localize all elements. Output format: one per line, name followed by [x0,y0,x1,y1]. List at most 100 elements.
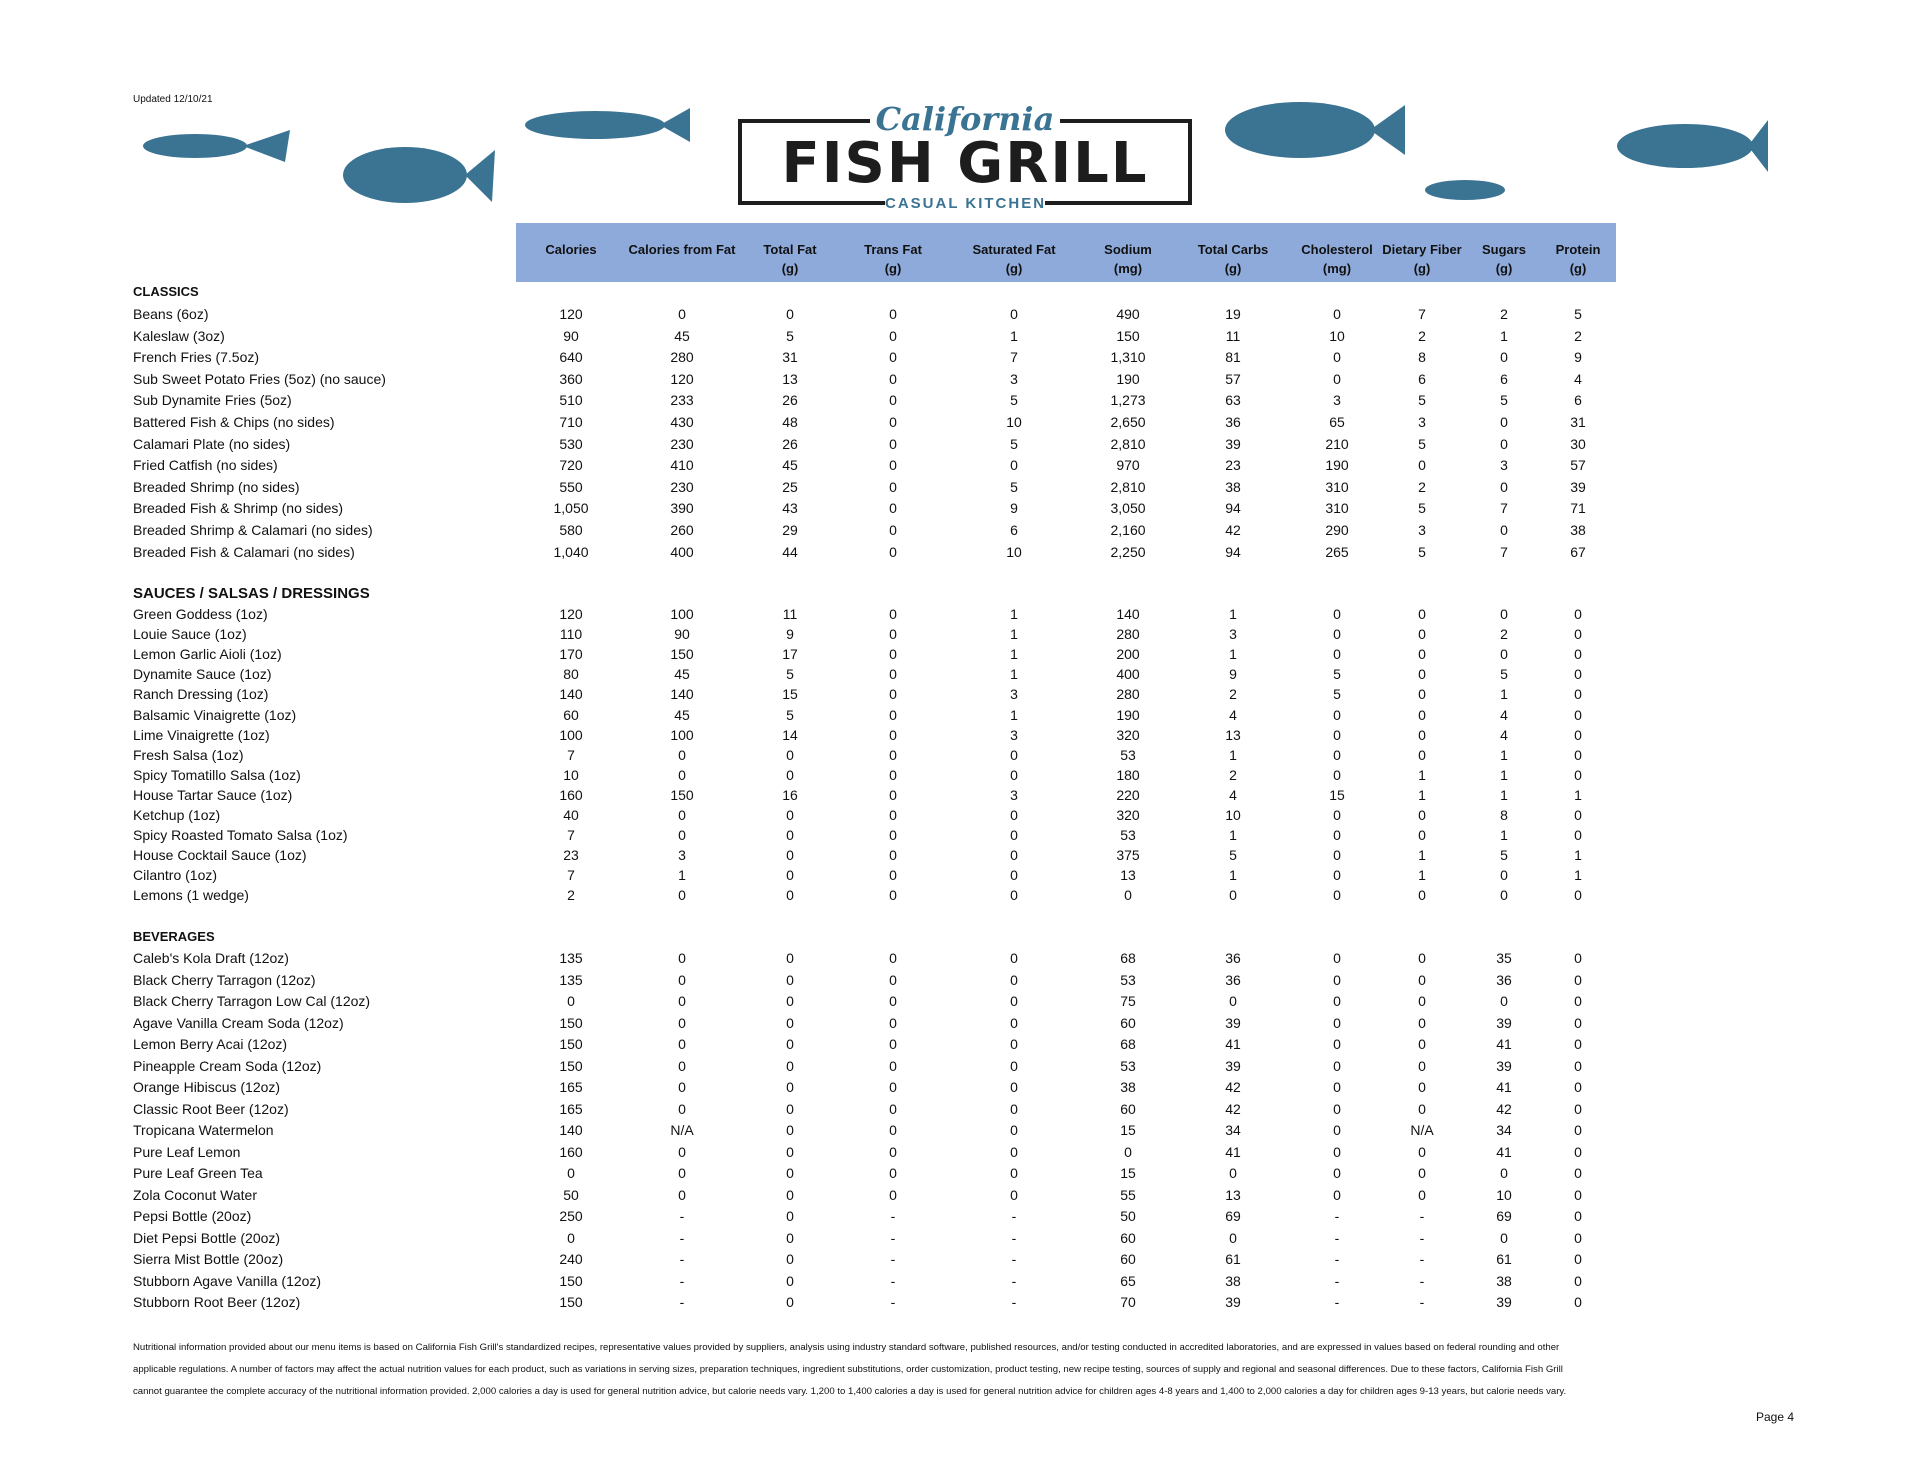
nutrition-value: 0 [786,1229,794,1246]
nutrition-value: 5 [786,706,794,723]
nutrition-value: 710 [559,414,583,430]
nutrition-value: 2 [1418,327,1426,344]
nutrition-value: 0 [1500,414,1508,430]
nutrition-value: 640 [559,349,583,366]
nutrition-value: 0 [1500,1165,1508,1181]
nutrition-value: 41 [1496,1143,1512,1160]
nutrition-value: 30 [1570,435,1586,452]
nutrition-value: 1 [1229,646,1237,663]
nutrition-value: 26 [782,392,798,409]
nutrition-value: 7 [1418,306,1426,322]
nutrition-value: 0 [678,950,686,966]
nutrition-value: 0 [678,1036,686,1052]
item-name: Kaleslaw (3oz) [133,327,225,344]
nutrition-value: 0 [1418,950,1426,966]
nutrition-value: 0 [1574,1143,1582,1160]
nutrition-value: 0 [1574,1057,1582,1074]
nutrition-value: 0 [1574,666,1582,683]
column-header: Sodium (mg) [1104,240,1152,278]
item-name: Dynamite Sauce (1oz) [133,666,272,683]
nutrition-value: 40 [563,807,579,823]
nutrition-value: 48 [782,414,798,430]
nutrition-value: 0 [1333,1143,1341,1160]
nutrition-value: 6 [1010,522,1018,538]
nutrition-value: 1 [1010,646,1018,663]
nutrition-value: 11 [782,606,798,622]
nutrition-value: - [679,1272,685,1289]
nutrition-value: 0 [889,827,897,844]
nutrition-value: - [1419,1251,1425,1267]
nutrition-value: 2 [1229,686,1237,703]
nutrition-value: 0 [1010,746,1018,763]
nutrition-value: 90 [563,327,579,344]
column-header-line: (g) [884,261,902,276]
nutrition-value: 0 [1333,867,1341,884]
nutrition-value: - [1334,1208,1340,1224]
nutrition-value: 0 [1333,706,1341,723]
nutrition-value: 42 [1496,1100,1512,1117]
nutrition-value: 0 [1333,827,1341,844]
nutrition-value: 41 [1225,1036,1241,1052]
nutrition-value: 1,310 [1110,349,1146,366]
nutrition-value: 0 [889,1079,897,1095]
nutrition-value: 0 [1574,993,1582,1009]
nutrition-value: 90 [674,626,690,643]
nutrition-value: 0 [1418,1079,1426,1095]
item-name: Pure Leaf Lemon [133,1143,241,1160]
nutrition-value: 2 [1500,306,1508,322]
nutrition-value: 0 [786,971,794,988]
nutrition-value: 65 [1329,414,1345,430]
nutrition-value: 360 [559,370,583,387]
nutrition-value: 39 [1496,1294,1512,1310]
nutrition-value: 0 [678,746,686,763]
nutrition-value: 160 [559,786,583,803]
nutrition-value: 0 [1333,1100,1341,1117]
nutrition-value: 0 [1418,606,1426,622]
nutrition-value: 190 [1116,706,1140,723]
nutrition-value: 150 [559,1014,583,1031]
item-name: Breaded Fish & Shrimp (no sides) [133,500,344,517]
nutrition-value: 2,810 [1110,435,1146,452]
nutrition-value: - [1334,1229,1340,1246]
item-name: Breaded Fish & Calamari (no sides) [133,543,355,560]
column-header-line: Total Fat [763,242,817,257]
item-name: Tropicana Watermelon [133,1122,274,1138]
nutrition-value: 94 [1225,500,1241,517]
nutrition-value: 23 [1225,457,1241,474]
nutrition-value: 39 [1225,1057,1241,1074]
nutrition-value: 0 [567,1229,575,1246]
nutrition-value: 280 [670,349,694,366]
column-header-line: (g) [1224,261,1242,276]
nutrition-value: 70 [1120,1294,1136,1310]
item-name: French Fries (7.5oz) [133,349,260,366]
nutrition-value: 0 [786,1272,794,1289]
nutrition-value: 1,040 [553,543,589,560]
nutrition-value: 31 [782,349,798,366]
nutrition-value: 0 [1010,1165,1018,1181]
nutrition-value: 0 [1574,1272,1582,1289]
nutrition-value: 165 [559,1079,583,1095]
item-name: Diet Pepsi Bottle (20oz) [133,1229,281,1246]
nutrition-value: 44 [782,543,798,560]
nutrition-value: 0 [678,993,686,1009]
nutrition-value: 230 [670,435,694,452]
nutrition-value: 0 [1010,971,1018,988]
nutrition-value: 5 [1333,666,1341,683]
item-name: Calamari Plate (no sides) [133,435,291,452]
nutrition-value: 0 [786,1251,794,1267]
nutrition-value: 0 [889,646,897,663]
nutrition-value: 0 [1418,971,1426,988]
nutrition-value: 0 [1574,646,1582,663]
nutrition-value: 0 [678,766,686,783]
nutrition-value: 0 [1574,971,1582,988]
nutrition-value: 0 [889,971,897,988]
nutrition-value: 1 [1010,606,1018,622]
item-name: Fried Catfish (no sides) [133,457,278,474]
nutrition-value: 68 [1120,950,1136,966]
nutrition-value: 17 [782,646,798,663]
column-header: Total Carbs (g) [1198,240,1269,278]
nutrition-value: 5 [786,327,794,344]
nutrition-value: 1 [1010,327,1018,344]
nutrition-value: 310 [1325,478,1349,495]
